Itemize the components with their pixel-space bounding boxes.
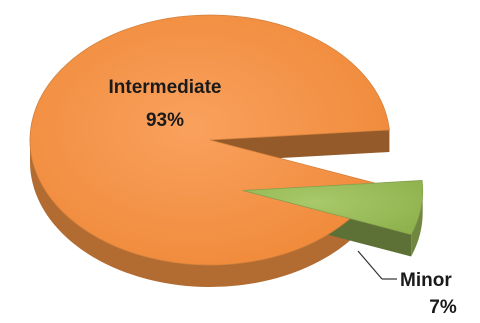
minor-leader-line xyxy=(357,250,383,280)
slice-minor xyxy=(242,180,424,235)
slice-value-minor: 7% xyxy=(429,297,457,318)
slice-label-minor: Minor xyxy=(400,270,452,291)
slice-label-intermediate: Intermediate xyxy=(109,77,222,98)
pie-labels: Intermediate 93% Minor 7% xyxy=(109,77,457,318)
slice-side-intermediate-0 xyxy=(30,140,379,288)
pie-slice-tops xyxy=(29,14,424,266)
slice-value-intermediate: 93% xyxy=(146,110,184,131)
slice-side-minor-0 xyxy=(411,190,423,257)
